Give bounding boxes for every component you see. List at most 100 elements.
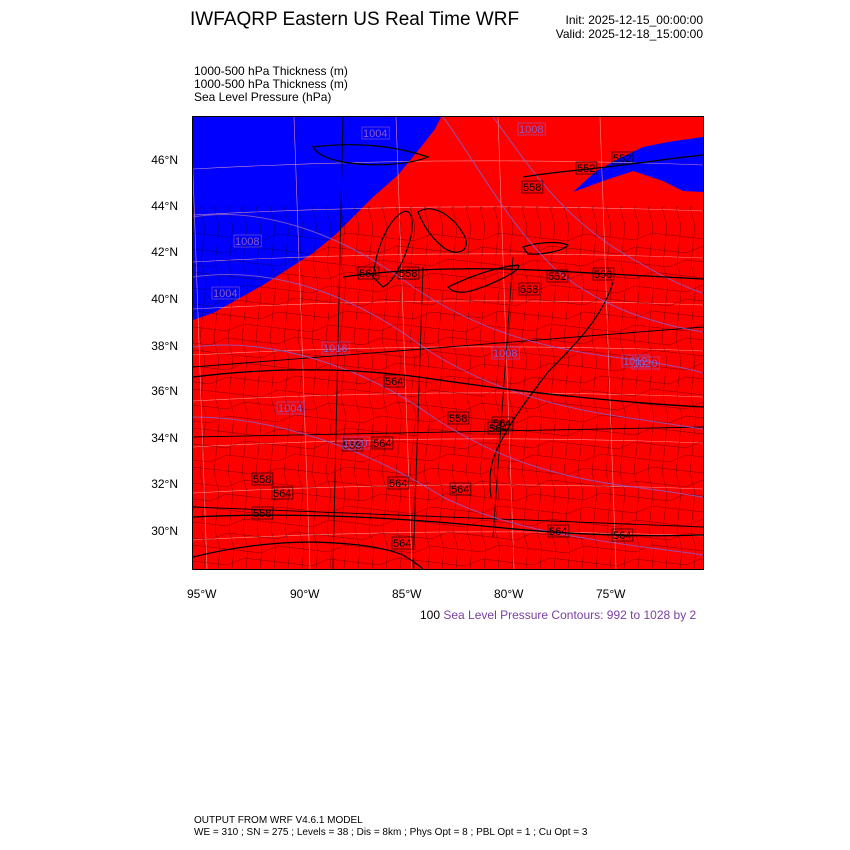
thickness-label-15: 564 [373, 438, 391, 450]
thickness-label-3: 564 [359, 268, 377, 280]
thickness-label-box-11 [449, 482, 472, 496]
lon-label-90w: 90°W [290, 587, 320, 601]
thickness-label-box-19 [391, 536, 414, 550]
pressure-contours [193, 117, 703, 556]
state-line-3 [193, 506, 703, 528]
lake-superior [311, 144, 430, 166]
thickness-label-box-10 [387, 476, 410, 490]
pressure-label-box-1 [361, 126, 390, 140]
state-line-6 [492, 256, 514, 538]
lat-label-30n: 30°N [151, 524, 178, 538]
thickness-contours [193, 154, 703, 537]
thickness-label-8: 558 [449, 413, 467, 425]
lon-label-80w: 80°W [494, 587, 524, 601]
thickness-label-20: 558 [253, 508, 271, 520]
county-boundaries [193, 206, 703, 569]
thickness-label-16: 552 [613, 153, 631, 165]
field-label-thickness-2: 1000-500 hPa Thickness (m) [194, 77, 348, 91]
thickness-label-0: 552 [577, 163, 595, 175]
thickness-label-box-9 [487, 421, 510, 435]
thickness-label-box-5 [518, 282, 541, 296]
thickness-label-2: 558 [399, 268, 417, 280]
lat-label-46n: 46°N [151, 153, 178, 167]
field-label-thickness-1: 1000-500 hPa Thickness (m) [194, 64, 348, 78]
pressure-label-4: 1012 [623, 356, 647, 368]
thickness-label-12: 564 [549, 526, 567, 538]
lat-label-40n: 40°N [151, 292, 178, 306]
footer-config: WE = 310 ; SN = 275 ; Levels = 38 ; Dis … [194, 827, 588, 838]
pressure-label-box-9 [631, 356, 660, 370]
thickness-label-box-3 [357, 266, 380, 280]
lon-label-85w: 85°W [392, 587, 422, 601]
weather-map: 552 558 558 564 552 558 558 564 558 564 564 564 564 5… [192, 116, 704, 570]
lat-label-32n: 32°N [151, 477, 178, 491]
pressure-label-box-8 [341, 436, 370, 450]
thickness-label-box-6 [592, 267, 615, 281]
pressure-label-2: 1008 [519, 124, 543, 136]
thickness-label-box-20 [251, 506, 274, 520]
pressure-label-box-7 [491, 346, 520, 360]
state-line-1 [193, 326, 703, 368]
thickness-label-box-4 [546, 269, 569, 283]
thickness-label-4: 552 [548, 271, 566, 283]
thickness-label-box-12 [547, 524, 570, 538]
pressure-label-7: 1008 [493, 348, 517, 360]
pressure-label-6: 1016 [323, 343, 347, 355]
thickness-label-box-13 [611, 528, 634, 542]
lat-label-34n: 34°N [151, 431, 178, 445]
valid-time: Valid: 2025-12-18_15:00:00 [555, 27, 703, 41]
pressure-label-box-2 [517, 122, 546, 136]
lat-label-44n: 44°N [151, 199, 178, 213]
pressure-label-3: 1004 [213, 288, 237, 300]
contour-prefix: 100 [420, 608, 441, 622]
footer-model: OUTPUT FROM WRF V4.6.1 MODEL [194, 815, 363, 826]
coastlines [193, 117, 703, 569]
thickness-label-6: 558 [594, 269, 612, 281]
map-title: IWFAQRP Eastern US Real Time WRF [190, 9, 520, 30]
thickness-label-17: 558 [253, 474, 271, 486]
init-time: Init: 2025-12-15_00:00:00 [565, 13, 703, 27]
pressure-label-1: 1004 [363, 128, 387, 140]
cold-region-northwest [193, 117, 441, 320]
field-label-slp: Sea Level Pressure (hPa) [194, 90, 332, 104]
thickness-label-13: 564 [613, 530, 631, 542]
pressure-label-box-0 [233, 234, 262, 248]
thickness-label-box-8 [447, 411, 470, 425]
lake-michigan [372, 210, 413, 288]
pressure-labels: 1008 1004 1008 1004 1012 1004 1016 1008 1020 1020 [211, 122, 660, 450]
state-line-4 [332, 117, 344, 569]
contour-info: 100 Sea Level Pressure Contours: 992 to … [420, 608, 696, 622]
thickness-label-box-7 [383, 374, 406, 388]
thickness-label-7: 564 [385, 376, 403, 388]
thickness-label-box-16 [611, 151, 634, 165]
thickness-label-10: 564 [389, 478, 407, 490]
thickness-label-box-18 [271, 486, 294, 500]
cold-region-northeast [573, 137, 703, 192]
pressure-label-box-5 [276, 401, 305, 415]
lake-ontario [522, 241, 569, 255]
pressure-label-box-3 [211, 286, 240, 300]
thickness-label-box-0 [575, 161, 598, 175]
pressure-label-8: 1020 [343, 438, 367, 450]
pressure-label-box-6 [321, 341, 350, 355]
thickness-label-5: 558 [520, 284, 538, 296]
pressure-label-9: 1020 [633, 358, 657, 370]
lon-label-95w: 95°W [187, 587, 217, 601]
lat-label-38n: 38°N [151, 339, 178, 353]
lon-label-75w: 75°W [596, 587, 626, 601]
thickness-label-box-15 [371, 436, 394, 450]
state-line-2 [193, 426, 703, 438]
thickness-label-18: 564 [273, 488, 291, 500]
atlantic-coast [489, 281, 614, 498]
thickness-label-19: 564 [393, 538, 411, 550]
thickness-label-box-21 [491, 416, 514, 430]
thickness-label-11: 564 [451, 484, 469, 496]
thickness-label-box-2 [397, 266, 420, 280]
slp-contour-text: Sea Level Pressure Contours: 992 to 1028… [443, 608, 697, 622]
thickness-label-21: 564 [493, 418, 511, 430]
pressure-label-box-4 [621, 354, 650, 368]
thickness-label-box-1 [521, 180, 544, 194]
pressure-label-0: 1008 [235, 236, 259, 248]
